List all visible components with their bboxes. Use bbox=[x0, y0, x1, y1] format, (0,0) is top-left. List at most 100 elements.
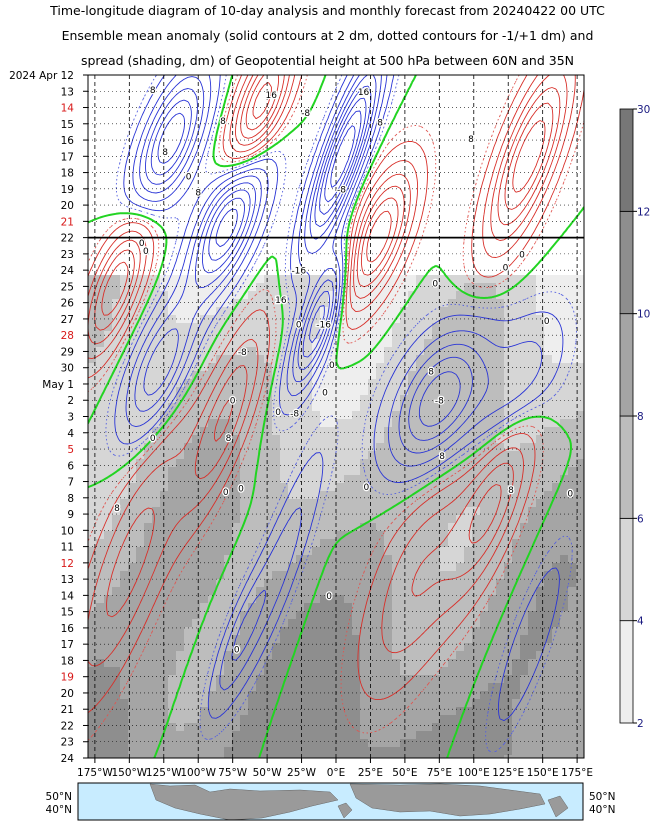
colorbar-label: 12 bbox=[637, 206, 650, 218]
y-tick-label: 20 bbox=[61, 688, 74, 700]
y-tick-label: 27 bbox=[61, 314, 74, 326]
y-tick-label: 22 bbox=[61, 233, 74, 245]
map-lat-label-left: 40°N bbox=[46, 804, 72, 816]
anomaly-contour bbox=[330, 125, 356, 188]
anomaly-contour bbox=[101, 75, 554, 316]
y-tick-label: 7 bbox=[67, 477, 74, 489]
x-tick-label: 75°E bbox=[427, 767, 452, 779]
map-land bbox=[349, 783, 546, 817]
y-tick-label: 30 bbox=[61, 363, 74, 375]
contour-label: 8 bbox=[428, 367, 434, 377]
x-tick-label: 150°E bbox=[527, 767, 559, 779]
y-tick-label: 24 bbox=[61, 753, 75, 765]
contour-label: 0 bbox=[234, 646, 240, 656]
contour-label: 0 bbox=[322, 389, 328, 399]
map-lat-label-right: 50°N bbox=[589, 791, 615, 803]
contour-label: 16 bbox=[358, 88, 370, 98]
y-tick-label: 23 bbox=[61, 249, 74, 261]
map-lat-label-right: 40°N bbox=[589, 804, 615, 816]
contour-label: 8 bbox=[150, 86, 156, 96]
colorbar-segment bbox=[619, 620, 634, 724]
contour-label: 8 bbox=[220, 117, 226, 127]
contour-label: 0 bbox=[230, 397, 236, 407]
contour-label: 16 bbox=[275, 296, 287, 306]
y-tick-label: 26 bbox=[61, 298, 75, 310]
contour-label: 0 bbox=[186, 172, 192, 182]
map-land bbox=[547, 795, 569, 818]
contour-label: 0 bbox=[567, 489, 573, 499]
anomaly-contour bbox=[252, 82, 546, 263]
y-tick-label: 17 bbox=[61, 151, 74, 163]
colorbar-segment bbox=[619, 210, 634, 315]
title-line-1: Time-longitude diagram of 10-day analysi… bbox=[50, 3, 605, 18]
y-tick-label: 21 bbox=[61, 216, 74, 228]
contour-label: -16 bbox=[316, 320, 331, 330]
contour-label: 0 bbox=[143, 247, 149, 257]
map-land bbox=[149, 783, 339, 820]
x-tick-label: 125°E bbox=[492, 767, 524, 779]
y-tick-label: 14 bbox=[61, 103, 75, 115]
anomaly-dotted-contour bbox=[105, 75, 577, 753]
y-tick-label: 2 bbox=[67, 395, 74, 407]
y-tick-label: 20 bbox=[61, 200, 74, 212]
map-frame bbox=[77, 782, 584, 821]
y-tick-label: 17 bbox=[61, 639, 74, 651]
x-tick-label: 125°W bbox=[146, 767, 182, 779]
map-land bbox=[337, 802, 353, 819]
title-line-2: Ensemble mean anomaly (solid contours at… bbox=[61, 28, 594, 43]
x-tick-label: 0°E bbox=[327, 767, 346, 779]
y-tick-label: 5 bbox=[67, 444, 74, 456]
y-tick-label: 13 bbox=[61, 86, 74, 98]
anomaly-contour bbox=[150, 85, 461, 427]
contour-label: -8 bbox=[290, 410, 299, 420]
colorbar-label: 4 bbox=[637, 616, 644, 628]
y-tick-label: 28 bbox=[61, 330, 74, 342]
y-tick-label: 14 bbox=[61, 590, 75, 602]
y-tick-label: 23 bbox=[61, 737, 74, 749]
y-tick-label: 4 bbox=[67, 428, 74, 440]
contour-label: 0 bbox=[363, 483, 369, 493]
colorbar-label: 2 bbox=[637, 718, 644, 730]
y-tick-label: 29 bbox=[61, 346, 74, 358]
contour-label: 0 bbox=[544, 317, 550, 327]
y-tick-label: 21 bbox=[61, 704, 74, 716]
y-tick-label: 12 bbox=[61, 558, 74, 570]
contour-label: 0 bbox=[326, 592, 332, 602]
contour-label: 0 bbox=[329, 361, 335, 371]
contour-label: 8 bbox=[162, 148, 168, 158]
contour-label: 0 bbox=[139, 239, 145, 249]
x-tick-label: 25°W bbox=[287, 767, 317, 779]
colorbar-segment bbox=[619, 313, 634, 417]
contour-label: 0 bbox=[238, 485, 244, 495]
contour-label: 8 bbox=[226, 434, 232, 444]
contour-label: 0 bbox=[150, 434, 156, 444]
anomaly-contour bbox=[94, 75, 561, 544]
contour-label: -8 bbox=[301, 109, 310, 119]
contour-label: 0 bbox=[432, 280, 438, 290]
y-tick-label: May 1 bbox=[42, 379, 74, 391]
y-tick-label: 15 bbox=[61, 119, 74, 131]
colorbar-segment bbox=[619, 415, 634, 519]
x-tick-label: 175°E bbox=[561, 767, 593, 779]
colorbar-label: 10 bbox=[637, 309, 650, 321]
x-tick-label: 100°W bbox=[180, 767, 216, 779]
y-tick-label: 8 bbox=[67, 493, 74, 505]
contour-label: 0 bbox=[296, 320, 302, 330]
contour-label: 0 bbox=[275, 408, 281, 418]
anomaly-contour bbox=[88, 75, 584, 714]
colorbar-label: 6 bbox=[637, 513, 644, 525]
anomaly-dotted-contour bbox=[88, 75, 584, 741]
y-tick-label: 19 bbox=[61, 672, 74, 684]
contour-label: 8 bbox=[114, 504, 120, 514]
contour-label: -8 bbox=[337, 185, 346, 195]
y-tick-label: 19 bbox=[61, 184, 74, 196]
colorbar-segment bbox=[619, 517, 634, 622]
y-tick-label: 25 bbox=[61, 281, 74, 293]
contour-label: 16 bbox=[266, 91, 278, 101]
x-tick-label: 100°E bbox=[458, 767, 490, 779]
y-tick-label: 18 bbox=[61, 655, 74, 667]
x-tick-label: 50°E bbox=[392, 767, 417, 779]
y-tick-label: 10 bbox=[61, 525, 74, 537]
contour-label: -8 bbox=[238, 348, 247, 358]
